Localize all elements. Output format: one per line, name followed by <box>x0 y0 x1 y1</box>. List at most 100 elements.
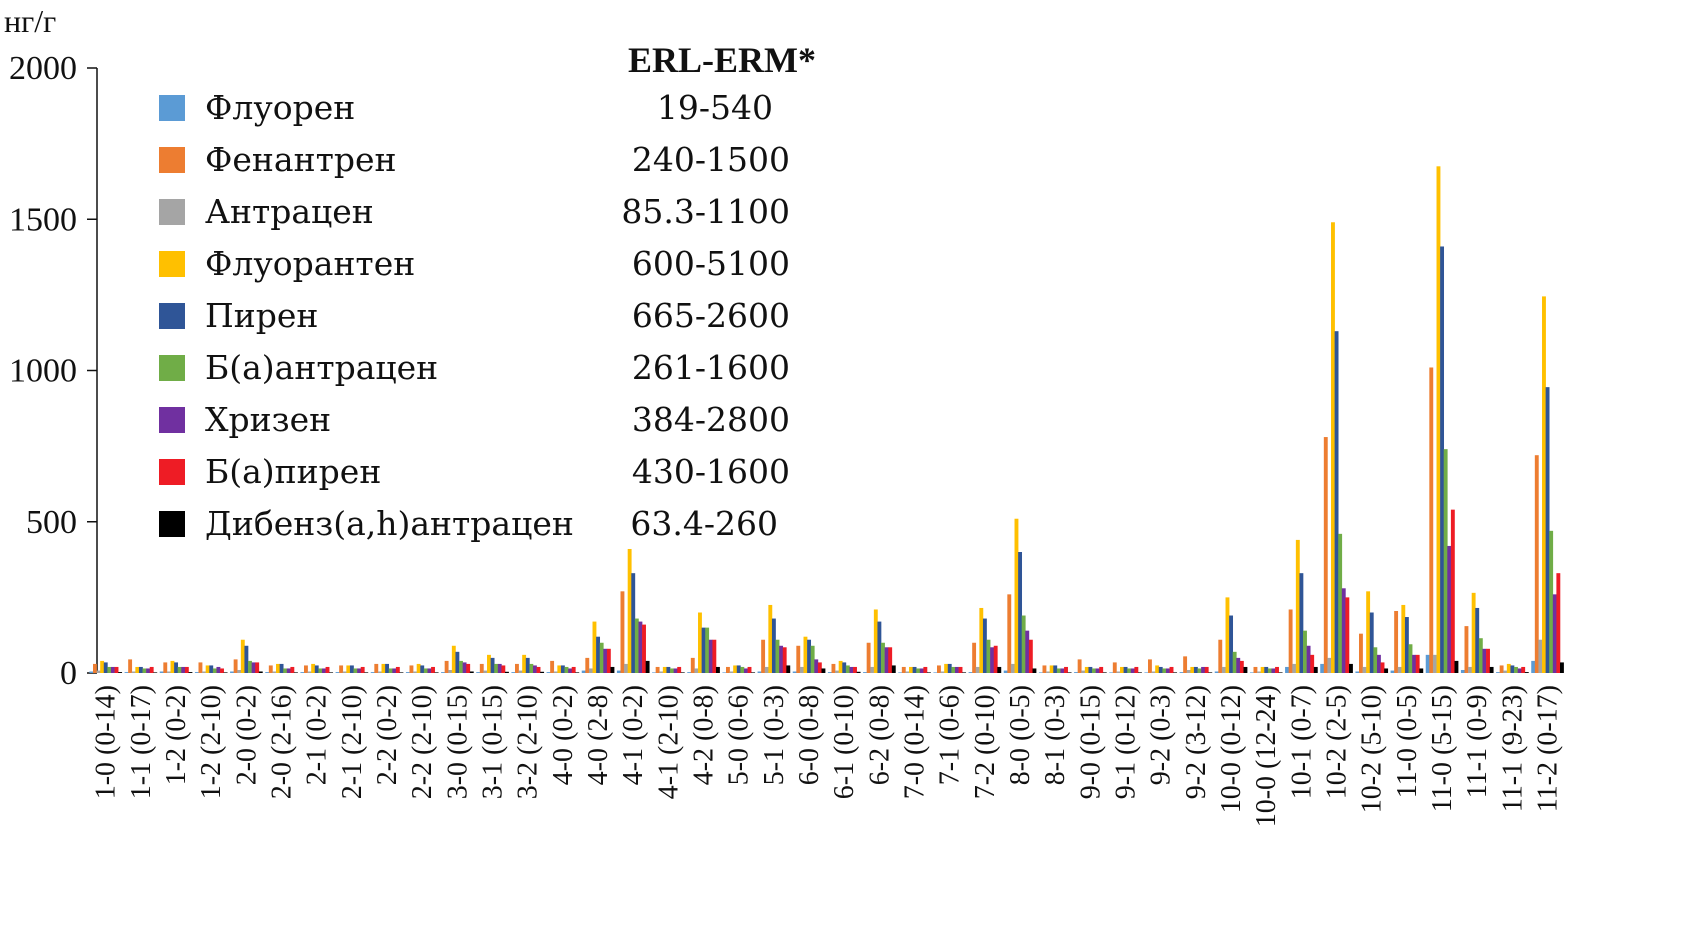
bar <box>1443 449 1448 673</box>
x-tick-label: 7-2 (0-10) <box>970 685 1001 799</box>
bar <box>898 672 903 673</box>
x-axis-labels: 1-0 (0-14) 1-1 (0-17) 1-2 (0-2) 1-2 (2-10) 2… <box>91 685 1564 827</box>
x-tick-label: 3-0 (0-15) <box>442 685 473 799</box>
bar <box>624 663 628 673</box>
bar <box>1239 660 1244 673</box>
bar <box>849 666 854 673</box>
x-tick-label: 9-2 (0-3) <box>1146 685 1177 785</box>
bar <box>1531 660 1536 673</box>
bar <box>286 668 291 673</box>
bar <box>212 668 217 673</box>
bar <box>853 666 857 673</box>
bar-group <box>722 665 756 673</box>
bar <box>114 666 119 673</box>
x-tick-label: 2-2 (2-10) <box>407 685 438 799</box>
x-tick-label: 4-1 (0-2) <box>618 685 649 785</box>
bar <box>413 671 417 673</box>
bar <box>1130 668 1135 673</box>
bar <box>620 591 625 673</box>
legend-label: Антрацен <box>205 192 374 231</box>
legend-item: Хризен 384-2800 <box>159 400 790 439</box>
bar <box>1503 670 1508 673</box>
bar <box>451 645 456 673</box>
bar <box>838 660 843 673</box>
bar <box>944 663 949 673</box>
bar <box>888 647 893 673</box>
bar-group <box>1285 539 1318 673</box>
bar <box>540 671 545 673</box>
bar <box>708 639 713 673</box>
x-tick-label: 2-1 (2-10) <box>337 685 368 799</box>
bar <box>729 671 734 673</box>
legend-swatch <box>159 355 185 381</box>
bar-group <box>546 660 580 673</box>
bar <box>153 672 158 673</box>
legend-item: Дибенз(a,h)антрацен 63.4-260 <box>159 504 778 543</box>
bar <box>476 672 481 673</box>
bar <box>1545 387 1550 673</box>
bar <box>349 665 354 673</box>
x-tick-label: 9-0 (0-15) <box>1075 685 1106 799</box>
x-tick-label: 2-0 (2-16) <box>266 685 297 799</box>
bar <box>877 621 882 673</box>
bar-group <box>757 604 791 673</box>
bar <box>146 668 151 673</box>
x-tick-label: 9-1 (0-12) <box>1110 685 1141 799</box>
bar <box>159 671 164 673</box>
bar <box>392 668 397 673</box>
x-tick-label: 8-0 (0-5) <box>1005 685 1036 785</box>
bar <box>1404 617 1409 673</box>
bar <box>244 645 249 673</box>
bar <box>304 665 308 673</box>
bar <box>764 666 769 673</box>
bar <box>1046 671 1050 673</box>
bar-group <box>511 654 545 674</box>
bar <box>575 672 580 673</box>
bar <box>1158 666 1163 673</box>
bar <box>1313 666 1318 673</box>
bar <box>1264 666 1269 673</box>
bar <box>698 612 702 673</box>
bar <box>420 665 425 673</box>
bar <box>1028 639 1033 673</box>
bar <box>1460 669 1465 673</box>
bar <box>1454 660 1459 673</box>
bar <box>726 666 730 673</box>
bar <box>997 666 1002 673</box>
bar <box>716 666 720 673</box>
x-tick-label: 2-2 (0-2) <box>372 685 403 785</box>
bar <box>399 672 404 673</box>
bar <box>1155 665 1160 673</box>
y-axis-unit-label: нг/г <box>4 3 56 39</box>
bar <box>1447 545 1452 673</box>
bar <box>1077 659 1082 673</box>
bar <box>599 642 604 673</box>
bar <box>1538 639 1543 673</box>
bar <box>1401 604 1406 673</box>
bar <box>279 663 284 673</box>
bar <box>283 668 288 673</box>
bar <box>1253 666 1258 673</box>
bar <box>585 657 590 674</box>
bar <box>395 666 400 673</box>
bar <box>979 607 984 673</box>
bar <box>1183 656 1188 673</box>
bar <box>444 660 449 673</box>
bar <box>1345 597 1350 674</box>
x-tick-label: 9-2 (3-12) <box>1181 685 1212 799</box>
bar <box>248 660 252 673</box>
x-tick-label: 7-1 (0-6) <box>935 685 966 785</box>
bar <box>536 666 541 673</box>
y-tick-label: 0 <box>60 655 77 692</box>
legend-label: Пирен <box>205 296 318 335</box>
bar <box>124 672 129 673</box>
bar <box>110 666 115 673</box>
bar <box>1010 663 1015 673</box>
bar <box>1081 670 1086 673</box>
bar <box>497 663 502 673</box>
bar <box>370 672 375 673</box>
legend-range: 430-1600 <box>632 452 790 491</box>
bar <box>170 660 175 673</box>
bar <box>1376 654 1381 673</box>
bar <box>571 666 576 673</box>
